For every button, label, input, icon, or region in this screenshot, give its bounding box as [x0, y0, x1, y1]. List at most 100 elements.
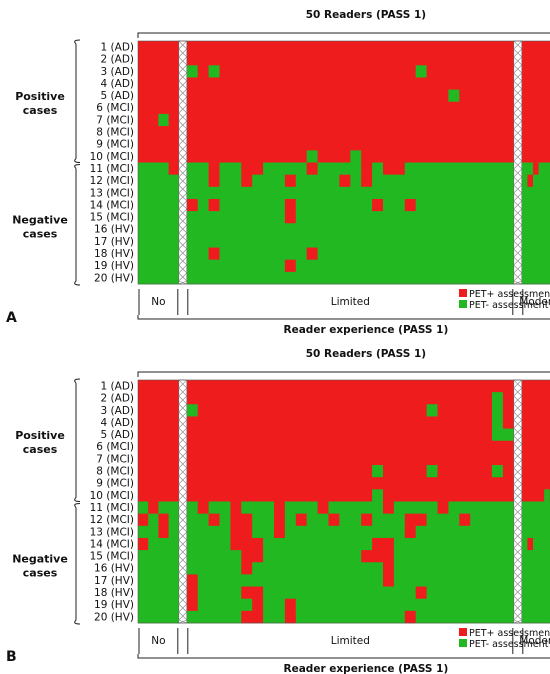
- heatmap-cell: [492, 477, 504, 490]
- heatmap-cell: [295, 440, 308, 454]
- heatmap-cell: [470, 198, 482, 212]
- heatmap-cell: [538, 113, 545, 127]
- heatmap-cell: [350, 65, 362, 78]
- heatmap-cell: [168, 501, 180, 515]
- heatmap-cell: [295, 477, 308, 490]
- heatmap-cell: [263, 162, 275, 176]
- heatmap-cell: [186, 41, 199, 54]
- heatmap-cell: [138, 525, 149, 539]
- heatmap-cell: [361, 89, 373, 103]
- heatmap-cell: [361, 416, 373, 429]
- heatmap-cell: [208, 428, 220, 442]
- heatmap-cell: [393, 223, 406, 236]
- heatmap-cell: [492, 550, 504, 563]
- row-label: 7 (MCI): [96, 453, 134, 465]
- heatmap-cell: [481, 513, 493, 527]
- heatmap-cell: [538, 259, 545, 273]
- heatmap-cell: [317, 150, 329, 163]
- heatmap-cell: [208, 186, 220, 200]
- heatmap-cell: [138, 150, 149, 163]
- heatmap-cell: [208, 501, 220, 515]
- heatmap-cell: [393, 65, 406, 78]
- heatmap-cell: [538, 598, 545, 612]
- heatmap-cell: [426, 428, 438, 442]
- heatmap-cell: [521, 77, 528, 90]
- heatmap-cell: [168, 610, 180, 624]
- heatmap-cell: [350, 162, 362, 176]
- heatmap-cell: [459, 562, 471, 575]
- heatmap-cell: [470, 223, 482, 236]
- heatmap-cell: [448, 550, 460, 563]
- heatmap-cell: [533, 53, 539, 66]
- heatmap-cell: [230, 211, 242, 224]
- heatmap-cell: [317, 452, 329, 466]
- heatmap-cell: [372, 138, 384, 151]
- heatmap-cell: [502, 610, 515, 624]
- heatmap-cell: [350, 574, 362, 587]
- heatmap-cell: [274, 501, 286, 515]
- heatmap-cell: [404, 126, 417, 139]
- heatmap-cell: [361, 501, 373, 515]
- heatmap-cell: [437, 89, 449, 103]
- heatmap-cell: [263, 126, 275, 139]
- heatmap-cell: [448, 537, 460, 551]
- heatmap-cell: [448, 525, 460, 539]
- heatmap-cell: [448, 574, 460, 587]
- heatmap-cell: [415, 610, 427, 624]
- heatmap-cell: [317, 537, 329, 551]
- heatmap-cell: [138, 428, 149, 442]
- heatmap-cell: [492, 416, 504, 429]
- experience-divider: [187, 628, 514, 654]
- heatmap-cell: [252, 380, 264, 393]
- heatmap-cell: [148, 223, 159, 236]
- heatmap-cell: [158, 465, 169, 478]
- heatmap-cell: [138, 465, 149, 478]
- heatmap-cell: [470, 41, 482, 54]
- heatmap-cell: [544, 501, 550, 515]
- heatmap-cell: [197, 89, 209, 103]
- heatmap-cell: [533, 465, 539, 478]
- heatmap-cell: [186, 53, 199, 66]
- heatmap-cell: [284, 223, 297, 236]
- heatmap-cell: [274, 186, 286, 200]
- heatmap-cell: [274, 138, 286, 151]
- heatmap-cell: [544, 550, 550, 563]
- heatmap-cell: [186, 126, 199, 139]
- heatmap-cell: [527, 428, 534, 442]
- heatmap-cell: [241, 440, 253, 454]
- heatmap-cell: [527, 404, 534, 417]
- heatmap-cell: [527, 259, 534, 273]
- heatmap-cell: [437, 416, 449, 429]
- heatmap-cell: [208, 138, 220, 151]
- heatmap-cell: [492, 162, 504, 176]
- heatmap-cell: [527, 380, 534, 393]
- heatmap-cell: [339, 452, 351, 466]
- heatmap-cell: [502, 428, 515, 442]
- heatmap-cell: [492, 452, 504, 466]
- heatmap-cell: [415, 126, 427, 139]
- heatmap-cell: [437, 598, 449, 612]
- heatmap-cell: [527, 271, 534, 285]
- heatmap-cell: [328, 247, 340, 261]
- heatmap-cell: [383, 101, 395, 115]
- row-label: 5 (AD): [101, 429, 134, 441]
- heatmap-cell: [404, 416, 417, 429]
- heatmap-cell: [138, 89, 149, 103]
- heatmap-cell: [252, 428, 264, 442]
- heatmap-cell: [263, 211, 275, 224]
- heatmap-cell: [295, 392, 308, 405]
- heatmap-cell: [317, 550, 329, 563]
- heatmap-cell: [415, 404, 427, 417]
- heatmap-cell: [158, 489, 169, 502]
- heatmap-cell: [328, 174, 340, 188]
- heatmap-cell: [492, 77, 504, 90]
- heatmap-cell: [148, 586, 159, 600]
- heatmap-cell: [350, 211, 362, 224]
- heatmap-cell: [138, 610, 149, 624]
- heatmap-cell: [197, 586, 209, 600]
- heatmap-cell: [383, 65, 395, 78]
- heatmap-cell: [317, 41, 329, 54]
- heatmap-cell: [274, 223, 286, 236]
- heatmap-cell: [415, 392, 427, 405]
- heatmap-cell: [168, 513, 180, 527]
